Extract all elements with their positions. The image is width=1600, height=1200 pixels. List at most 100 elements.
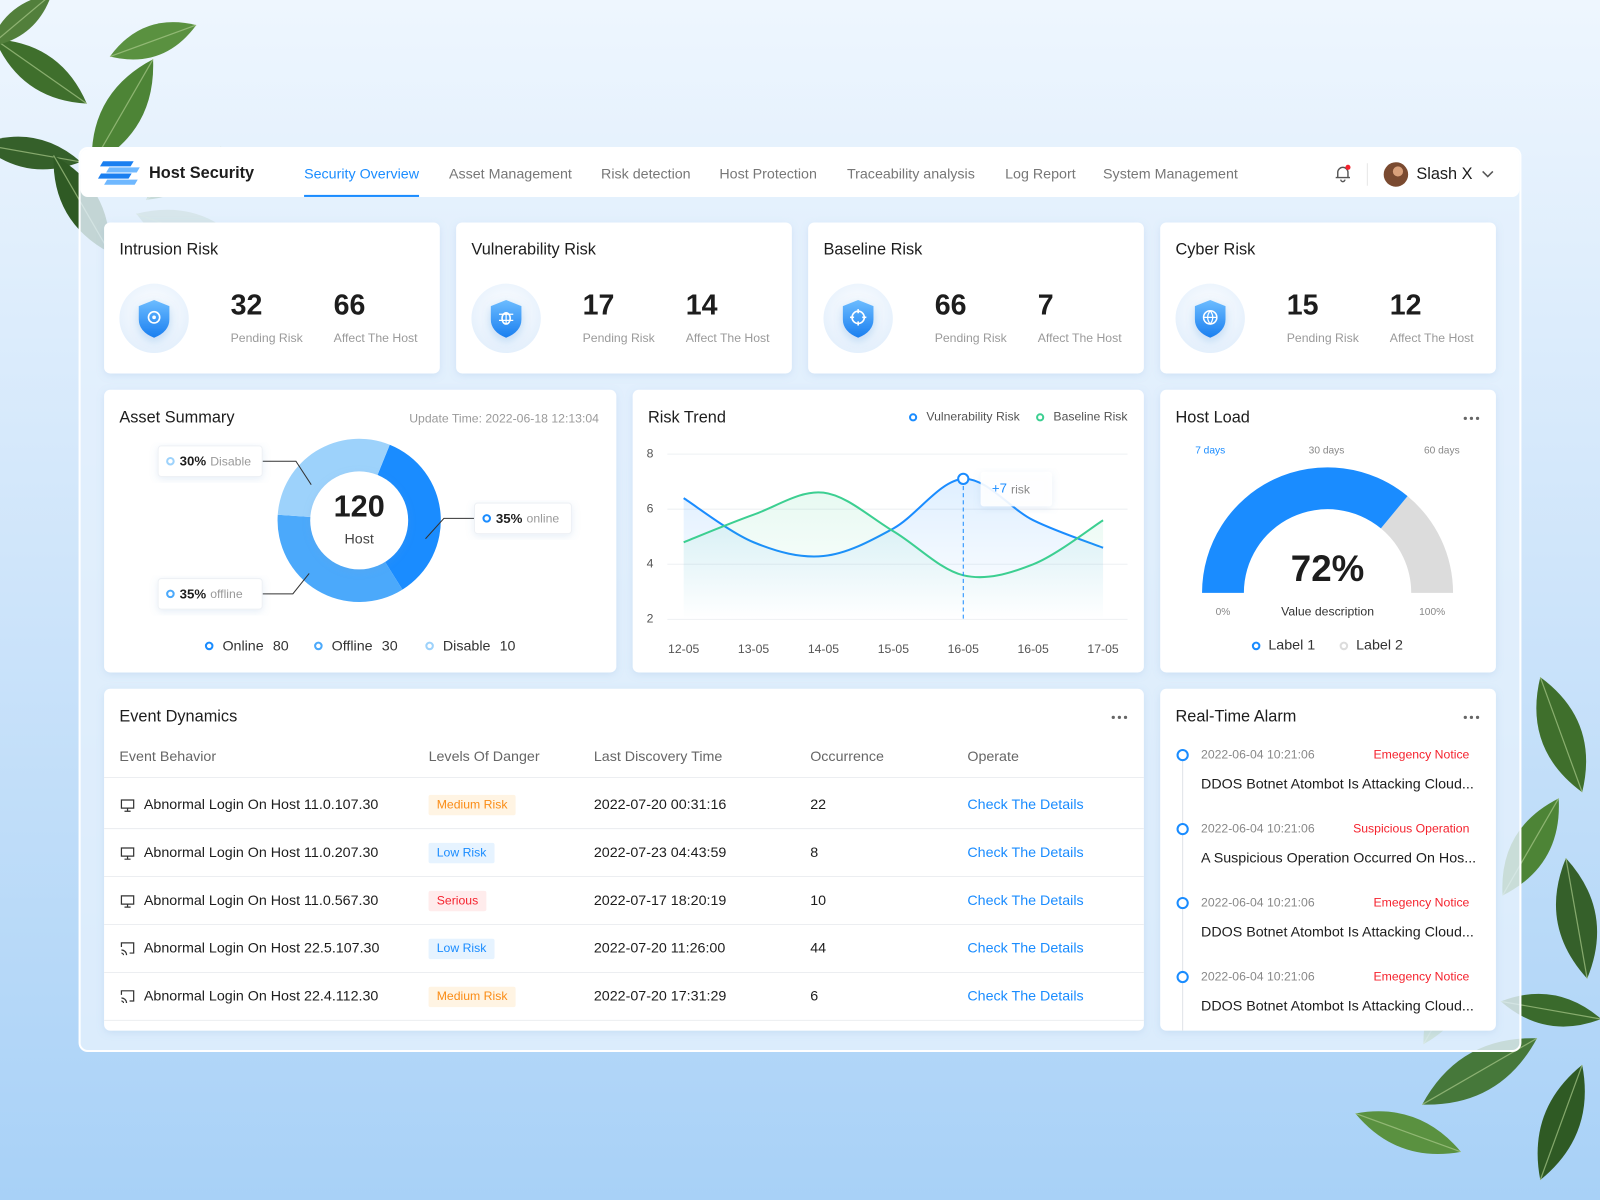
legend-label: Label 1 (1268, 638, 1315, 654)
x-tick-label: 16-05 (1018, 642, 1049, 656)
nav-item[interactable]: Log Report (1005, 166, 1076, 182)
alarm-type: Emegency Notice (1373, 747, 1469, 761)
callout-dot (166, 456, 175, 466)
card-title: Baseline Risk (823, 240, 923, 258)
stat-card (456, 222, 792, 374)
bell-badge (1345, 164, 1351, 170)
chart-subtitle: Update Time: 2022-06-18 12:13:04 (409, 412, 599, 426)
stat-card (808, 222, 1144, 374)
y-tick-label: 2 (647, 612, 654, 626)
y-tick-label: 4 (647, 557, 654, 571)
gauge-description: Value description (1281, 604, 1374, 618)
top-bar (80, 148, 1520, 197)
nav-item[interactable]: System Management (1103, 166, 1238, 182)
shield (1194, 300, 1226, 338)
alarm-time: 2022-06-04 10:21:06 (1201, 895, 1315, 909)
alarm-time: 2022-06-04 10:21:06 (1201, 969, 1315, 983)
callout-box (473, 502, 572, 535)
stat-value: 14 (686, 290, 718, 322)
legend-label: Label 2 (1356, 638, 1403, 654)
legend-dot (204, 641, 214, 651)
stat-value: 7 (1038, 290, 1054, 322)
callout-label: Disable (210, 454, 251, 468)
legend-label: Offline (332, 639, 373, 655)
callout-box (157, 445, 263, 478)
shield (842, 300, 874, 338)
column-header: Occurrence (810, 749, 884, 765)
legend-dot (909, 413, 918, 422)
x-tick-label: 12-05 (668, 642, 699, 656)
leaf-vein (1565, 857, 1588, 979)
details-link[interactable]: Check The Details (967, 989, 1083, 1005)
more-dot (1475, 416, 1480, 420)
timeline-dot (1176, 822, 1189, 836)
column-header: Last Discovery Time (594, 749, 722, 765)
alarm-type: Emegency Notice (1373, 895, 1469, 909)
event-behavior: Abnormal Login On Host 22.4.112.30 (144, 989, 379, 1005)
more-button[interactable] (1463, 416, 1480, 420)
details-link[interactable]: Check The Details (967, 941, 1083, 957)
more-button[interactable] (1463, 715, 1480, 719)
period-tab[interactable]: 60 days (1424, 446, 1460, 457)
leaf (1537, 1064, 1585, 1181)
column-header: Event Behavior (119, 749, 216, 765)
nav-item[interactable]: Traceability analysis (847, 166, 975, 182)
card-title: Intrusion Risk (119, 240, 219, 258)
donut-center (310, 471, 409, 570)
danger-tag (428, 938, 495, 960)
focus-point (957, 472, 970, 485)
nav-item[interactable]: Risk detection (601, 166, 691, 182)
occurrence: 22 (810, 797, 826, 813)
timeline-dot (1176, 970, 1189, 984)
callout-percent: 30% (180, 454, 207, 469)
row-icon (120, 847, 135, 860)
occurrence: 44 (810, 941, 826, 957)
user-menu-chevron[interactable] (1482, 170, 1494, 178)
host-load-card (1160, 389, 1496, 673)
leaf (1556, 857, 1598, 979)
danger-level: Medium Risk (437, 797, 509, 811)
column-header: Levels Of Danger (429, 749, 540, 765)
period-tab[interactable]: 7 days (1195, 446, 1225, 457)
nav-item[interactable]: Host Protection (719, 166, 817, 182)
details-link[interactable]: Check The Details (967, 845, 1083, 861)
more-dot (1469, 715, 1474, 719)
notification-bell[interactable] (1335, 164, 1351, 183)
annotation-text: risk (1011, 482, 1031, 496)
danger-tag (428, 986, 516, 1008)
callout-dot (482, 514, 492, 523)
nav-underline (304, 194, 420, 197)
monitor-icon (120, 847, 135, 860)
stat-card (104, 222, 440, 374)
danger-tag (428, 794, 516, 816)
danger-tag (428, 890, 487, 912)
x-tick-label: 14-05 (808, 642, 839, 656)
glyph (147, 310, 161, 324)
nav-item[interactable]: Asset Management (449, 166, 572, 182)
stat-value: 17 (583, 290, 615, 322)
center-value: 120 (334, 489, 385, 523)
row-icon (120, 895, 135, 908)
nav-item[interactable]: Security Overview (304, 166, 420, 182)
details-link[interactable]: Check The Details (967, 893, 1083, 909)
details-link[interactable]: Check The Details (967, 797, 1083, 813)
legend-label: Baseline Risk (1053, 410, 1128, 424)
occurrence: 10 (810, 893, 826, 909)
card-title: Risk Trend (648, 409, 726, 427)
card-title: Host Load (1176, 409, 1250, 427)
logo-stripe (106, 167, 140, 173)
donut-segment (277, 514, 403, 603)
row-icon (120, 799, 135, 812)
row-icon (120, 990, 135, 1004)
center-label: Host (345, 532, 374, 548)
leaf-vein (0, 143, 81, 163)
period-tab[interactable]: 30 days (1309, 446, 1345, 457)
callout-line (425, 517, 475, 540)
more-button[interactable] (1111, 715, 1128, 719)
danger-tag (428, 842, 495, 864)
user-name[interactable]: Slash X (1416, 165, 1472, 183)
annotation-box (980, 471, 1053, 507)
glyph (152, 315, 156, 320)
